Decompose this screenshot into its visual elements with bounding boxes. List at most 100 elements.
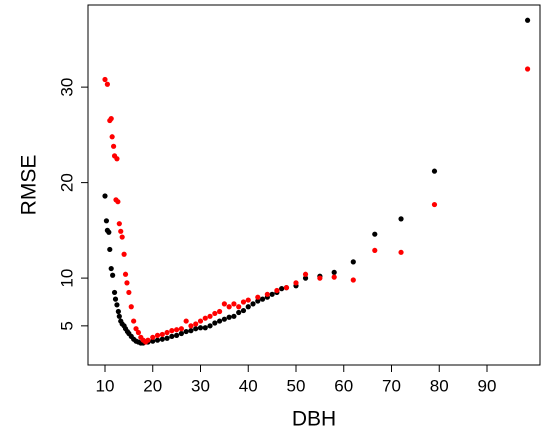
point [202, 325, 208, 331]
point [245, 297, 251, 303]
point [114, 156, 120, 162]
point [150, 334, 156, 340]
point [245, 304, 251, 310]
point [102, 193, 108, 199]
point [115, 199, 121, 205]
point [169, 328, 175, 334]
x-tick-label: 50 [287, 376, 306, 395]
point [112, 296, 119, 302]
y-tick-label: 10 [57, 269, 76, 288]
point [372, 231, 378, 237]
point [169, 333, 175, 339]
point [240, 307, 247, 314]
point [174, 327, 180, 333]
point [188, 328, 194, 334]
x-axis-title: DBH [292, 408, 336, 431]
x-tick-label: 70 [382, 376, 401, 395]
point [108, 265, 114, 272]
point [174, 332, 180, 338]
point [302, 271, 309, 277]
point [240, 299, 247, 305]
point [331, 269, 337, 275]
x-tick-label: 80 [430, 376, 449, 395]
point [197, 318, 204, 324]
point [106, 229, 112, 235]
point [207, 313, 213, 319]
x-tick-label: 10 [96, 376, 115, 395]
point [118, 228, 124, 234]
point [302, 275, 309, 281]
point [131, 318, 137, 324]
point [121, 251, 127, 257]
x-tick-label: 30 [191, 376, 210, 395]
point [317, 275, 323, 281]
point [283, 285, 290, 291]
point [226, 314, 232, 320]
point [116, 221, 122, 227]
point [119, 234, 125, 240]
plot-frame [87, 4, 541, 366]
point [279, 286, 285, 292]
y-tick-label: 30 [57, 78, 76, 97]
point [255, 294, 261, 300]
point [398, 216, 404, 222]
point [159, 331, 165, 338]
point [431, 168, 438, 174]
y-tick-label: 5 [57, 321, 76, 330]
x-tick-label: 40 [239, 376, 258, 395]
point [110, 272, 116, 278]
point [269, 291, 275, 297]
point [236, 304, 242, 310]
point [193, 321, 199, 327]
x-tick-label: 20 [143, 376, 162, 395]
point [331, 274, 337, 280]
x-tick-label: 60 [334, 376, 353, 395]
point [164, 335, 170, 341]
point [202, 315, 208, 321]
point [124, 280, 130, 286]
point [183, 328, 189, 335]
point [178, 326, 184, 332]
point [128, 304, 134, 310]
point [221, 316, 227, 322]
point [122, 271, 129, 277]
point [264, 291, 270, 297]
point [255, 298, 261, 304]
point [150, 338, 156, 344]
point [274, 287, 280, 294]
point [212, 310, 218, 317]
point [212, 320, 218, 326]
point [350, 277, 356, 283]
point [108, 116, 114, 122]
point [524, 17, 531, 23]
point [259, 296, 266, 302]
point [231, 313, 237, 319]
point [111, 289, 118, 296]
point [193, 326, 199, 332]
point [164, 329, 170, 336]
point [159, 336, 165, 342]
point [114, 302, 120, 308]
point [207, 323, 213, 329]
x-tick-label: 90 [478, 376, 497, 395]
point [104, 81, 110, 87]
point [226, 304, 232, 310]
point [103, 218, 110, 224]
point [154, 332, 161, 338]
point [109, 134, 115, 140]
point [110, 143, 117, 149]
point [107, 246, 113, 253]
point [154, 337, 161, 343]
point [178, 330, 184, 337]
y-tick-label: 20 [57, 173, 76, 192]
point [133, 326, 139, 332]
point [216, 308, 223, 315]
point [197, 325, 204, 331]
point [116, 313, 122, 319]
point [183, 318, 189, 324]
point [236, 309, 242, 316]
point [216, 318, 223, 324]
point [293, 280, 299, 286]
